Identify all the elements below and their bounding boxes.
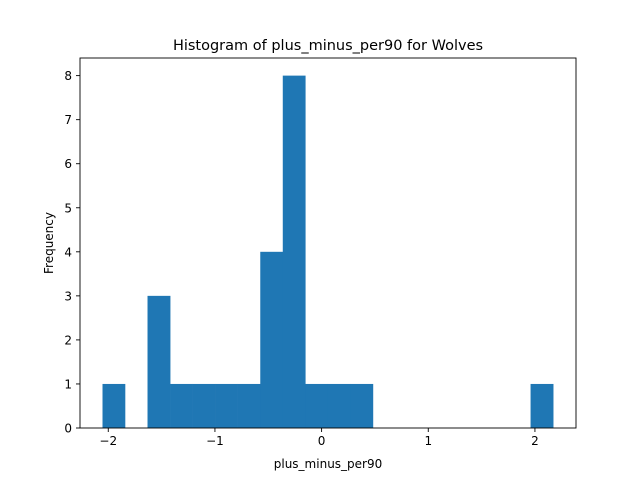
histogram-bar	[350, 383, 374, 428]
histogram-bar	[260, 251, 284, 428]
y-tick-label: 7	[64, 113, 72, 127]
histogram-bar	[192, 383, 216, 428]
y-tick-label: 0	[64, 422, 72, 436]
histogram-bar	[282, 75, 306, 428]
plot-frame	[79, 57, 577, 429]
histogram-bar	[237, 383, 261, 428]
y-tick-label: 4	[64, 245, 72, 259]
histogram-bar	[305, 383, 329, 428]
y-axis-ticks: 0 1 2 3 4 5 6 7 8	[64, 69, 80, 436]
histogram-bar	[102, 383, 126, 428]
x-tick-label: 0	[318, 434, 326, 448]
x-tick-label: 1	[424, 434, 432, 448]
histogram-bar	[147, 295, 171, 428]
y-tick-label: 5	[64, 201, 72, 215]
x-axis-ticks: −2 −1 0 1 2	[99, 428, 539, 448]
x-axis-label: plus_minus_per90	[274, 457, 383, 471]
histogram-bar	[530, 383, 554, 428]
bars-group	[102, 75, 554, 428]
y-tick-label: 8	[64, 69, 72, 83]
chart-title: Histogram of plus_minus_per90 for Wolves	[173, 38, 483, 54]
x-tick-label: 2	[531, 434, 539, 448]
histogram-bar	[215, 383, 238, 428]
x-tick-label: −2	[99, 434, 117, 448]
x-tick-label: −1	[206, 434, 224, 448]
histogram-bar	[327, 383, 351, 428]
y-tick-label: 6	[64, 157, 72, 171]
histogram-bar	[170, 383, 193, 428]
y-tick-label: 2	[64, 333, 72, 347]
y-axis-label: Frequency	[42, 212, 56, 274]
y-tick-label: 3	[64, 289, 72, 303]
y-tick-label: 1	[64, 377, 72, 391]
